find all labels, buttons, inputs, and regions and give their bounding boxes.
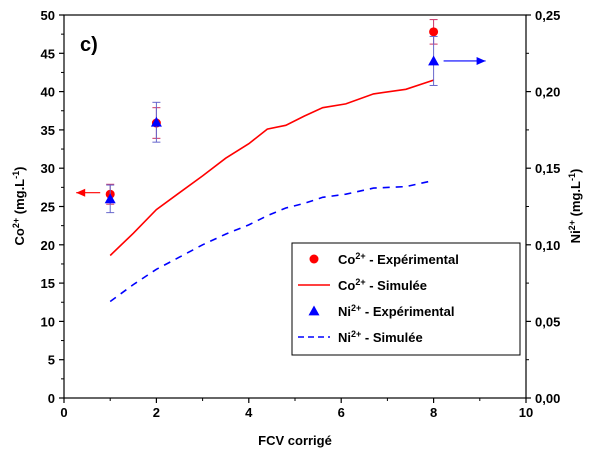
tick-labels: 0 2 4 6 8 10 0 5 10 15 20 25 30 35 40 45 50 0,00 0,05 0,10 0… [41, 8, 561, 420]
legend-triangle-swatch [308, 305, 320, 316]
ni-data-point [104, 193, 116, 204]
ni-data-point [428, 55, 440, 66]
y-right-tick-label: 0,00 [535, 391, 560, 406]
co-data-point [429, 27, 439, 37]
y-left-tick-label: 5 [48, 353, 55, 368]
legend: Co2+ - Expérimental Co2+ - Simulée Ni2+ - … [291, 242, 521, 356]
y-left-tick-label: 35 [41, 123, 55, 138]
legend-label: Co2+ - Simulée [338, 277, 427, 293]
y-axis-left-title: Co2+ (mg.L-1) [11, 167, 27, 246]
y-left-tick-label: 45 [41, 46, 55, 61]
tick-marks [59, 14, 531, 403]
x-tick-label: 8 [430, 405, 437, 420]
y-left-tick-label: 20 [41, 238, 55, 253]
ni-data-point [150, 116, 162, 127]
series-2 [104, 35, 440, 214]
axis-arrows [76, 56, 486, 197]
legend-label: Ni2+ - Simulée [338, 329, 423, 345]
co-simulated-line [109, 79, 434, 257]
series-1 [109, 79, 434, 257]
y-right-tick-label: 0,05 [535, 314, 560, 329]
y-right-tick-label: 0,15 [535, 161, 560, 176]
series-3 [109, 179, 434, 303]
legend-label: Co2+ - Expérimental [338, 251, 459, 267]
legend-circle-swatch [309, 254, 319, 264]
y-left-tick-label: 15 [41, 276, 55, 291]
y-right-tick-label: 0,20 [535, 85, 560, 100]
series-0 [105, 19, 439, 205]
ni-simulated-line [109, 179, 434, 303]
x-tick-label: 4 [245, 405, 253, 420]
y-left-tick-label: 25 [41, 200, 55, 215]
x-tick-label: 10 [519, 405, 533, 420]
legend-item: Ni2+ - Expérimental [308, 303, 454, 319]
ni-axis-arrow [443, 56, 486, 65]
y-left-tick-label: 30 [41, 161, 55, 176]
legend-item: Co2+ - Expérimental [309, 251, 459, 267]
y-right-tick-label: 0,25 [535, 8, 560, 23]
arrow-head [76, 188, 86, 197]
x-tick-label: 2 [153, 405, 160, 420]
y-right-tick-label: 0,10 [535, 238, 560, 253]
panel-label: c) [80, 34, 98, 56]
y-left-tick-label: 10 [41, 314, 55, 329]
y-left-tick-label: 0 [48, 391, 55, 406]
x-axis-title: FCV corrigé [258, 433, 332, 448]
co-axis-arrow [76, 188, 101, 197]
x-tick-label: 6 [338, 405, 345, 420]
x-tick-label: 0 [60, 405, 67, 420]
y-left-tick-label: 40 [41, 85, 55, 100]
arrow-head [476, 56, 486, 65]
legend-label: Ni2+ - Expérimental [338, 303, 454, 319]
y-axis-right-title: Ni2+ (mg.L-1) [567, 169, 583, 244]
y-left-tick-label: 50 [41, 8, 55, 23]
legend-item: Co2+ - Simulée [298, 277, 427, 293]
legend-item: Ni2+ - Simulée [298, 329, 423, 345]
series-layer [104, 19, 440, 303]
